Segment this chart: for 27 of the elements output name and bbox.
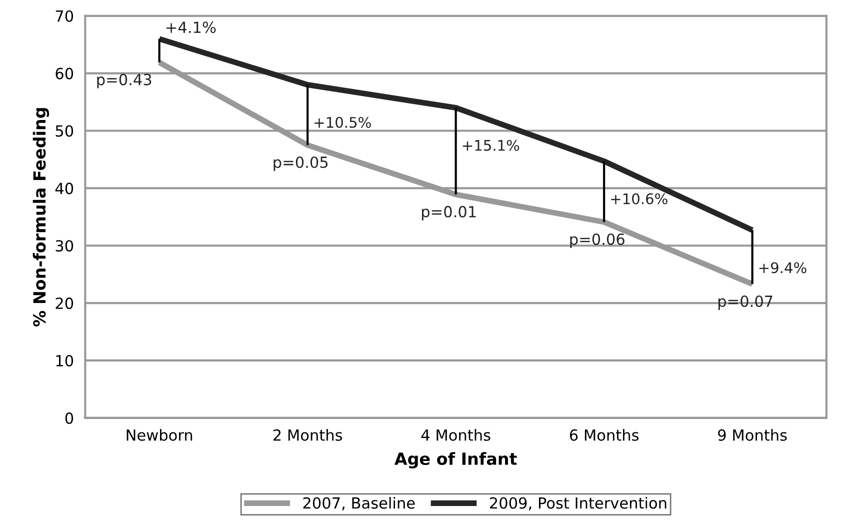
- y-tick-label: 70: [56, 10, 74, 22]
- legend-label: 2009, Post Intervention: [490, 496, 666, 510]
- x-tick-label: 4 Months: [421, 429, 490, 441]
- annotation: +9.4%: [759, 262, 806, 274]
- y-tick-label: 30: [56, 240, 74, 252]
- annotation: +4.1%: [166, 22, 216, 34]
- annotation: p=0.05: [274, 156, 328, 171]
- legend-label: 2007, Baseline: [303, 496, 415, 510]
- annotation: +15.1%: [462, 140, 520, 151]
- annotation: +10.6%: [611, 193, 668, 204]
- y-axis-title: % Non-formula Feeding: [32, 108, 50, 327]
- y-tick-label: 10: [56, 354, 74, 366]
- annotation: p=0.01: [422, 206, 476, 220]
- annotation: p=0.07: [718, 295, 772, 310]
- annotation: +10.5%: [314, 116, 371, 128]
- y-tick-label: 50: [56, 125, 74, 137]
- x-tick-label: 9 Months: [718, 429, 787, 441]
- x-tick-label: 2 Months: [273, 429, 342, 441]
- y-tick-label: 20: [56, 298, 74, 310]
- annotation: p=0.06: [570, 233, 624, 248]
- x-tick-label: Newborn: [126, 429, 192, 441]
- y-tick-label: 60: [56, 68, 74, 80]
- x-axis-title: Age of Infant: [394, 452, 517, 468]
- y-tick-label: 0: [65, 412, 74, 424]
- y-tick-label: 40: [55, 182, 74, 194]
- x-tick-label: 6 Months: [570, 429, 639, 441]
- annotation: p=0.43: [97, 74, 152, 88]
